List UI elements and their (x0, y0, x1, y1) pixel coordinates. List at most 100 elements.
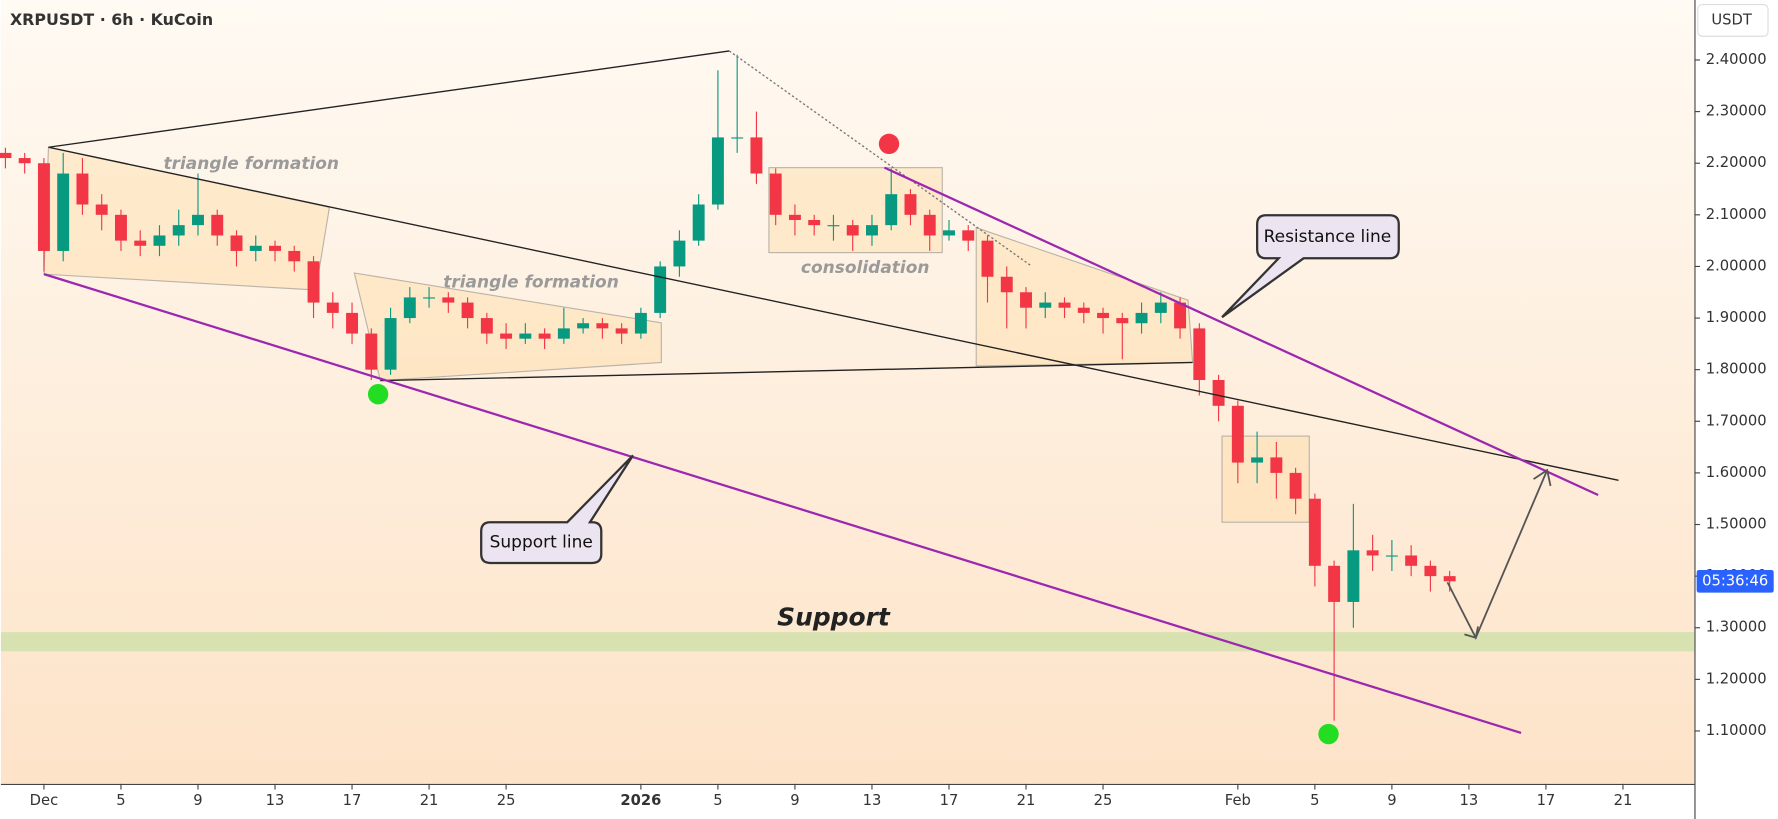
candle-body (1039, 302, 1052, 308)
candle-body (1251, 457, 1264, 463)
candle-body (519, 333, 532, 339)
x-tick-label: Feb (1225, 792, 1251, 809)
y-tick-label: 2.40000 (1706, 51, 1767, 68)
time-axis-background (0, 783, 1695, 819)
candle-body (1385, 555, 1398, 557)
plot-background (0, 0, 1695, 784)
candle-body (1366, 550, 1379, 556)
candles (0, 54, 1456, 721)
candle-body (307, 261, 320, 303)
y-tick-label: 1.10000 (1706, 722, 1767, 739)
candle-body (114, 214, 127, 241)
candle-body (827, 225, 840, 227)
candle-body (788, 214, 801, 220)
candle-body (57, 173, 70, 251)
x-tick-label: 21 (420, 792, 439, 809)
x-tick-label: 17 (343, 792, 362, 809)
x-tick-label: 21 (1017, 792, 1036, 809)
candle-body (596, 323, 609, 329)
pivot-high-dot (878, 133, 900, 155)
trend-line (48, 146, 1619, 481)
candle-body (134, 240, 147, 246)
candle-body (442, 297, 455, 303)
candle-body (1135, 312, 1148, 324)
candle-body (1308, 498, 1321, 566)
candle-body (37, 163, 50, 251)
candle-body (1154, 302, 1167, 313)
candle-body (384, 318, 397, 370)
y-tick-label: 2.10000 (1706, 206, 1767, 223)
y-tick-label: 1.30000 (1706, 619, 1767, 636)
candle-body (288, 250, 301, 262)
candle-body (1116, 318, 1129, 324)
candle-body (1289, 472, 1302, 499)
pivot-low-dot (367, 384, 389, 405)
currency-button[interactable] (1697, 3, 1769, 37)
candle-body (885, 194, 898, 226)
y-tick-label: 1.70000 (1706, 412, 1767, 429)
x-tick-label: 17 (1537, 792, 1556, 809)
candle-body (769, 173, 782, 215)
pivot-low-dot (1318, 723, 1339, 745)
candle-body (1000, 276, 1013, 293)
candle-body (1058, 302, 1071, 308)
arrow-head (1464, 626, 1479, 639)
candle-body (808, 219, 821, 226)
currency-label[interactable]: USDT (1711, 11, 1752, 28)
candle-body (962, 230, 975, 241)
candle-body (1424, 565, 1437, 577)
x-tick-label: 25 (1094, 792, 1113, 809)
candle-body (423, 297, 436, 299)
callout (1221, 214, 1400, 319)
candle-body (981, 240, 994, 277)
candle-body (249, 245, 262, 251)
callout (480, 454, 634, 565)
candle-body (577, 323, 590, 329)
price-axis-background (1694, 0, 1778, 819)
zone-label: Support (777, 602, 891, 631)
y-tick-label: 1.50000 (1706, 516, 1767, 533)
y-tick-label: 1.20000 (1706, 670, 1767, 687)
trend-line (380, 361, 1193, 382)
countdown-badge (1696, 569, 1774, 593)
candle-body (18, 158, 31, 164)
candle-body (904, 194, 917, 215)
y-tick-label: 1.90000 (1706, 309, 1767, 326)
arrow-head (1533, 468, 1552, 487)
callout-label: Support line (490, 533, 593, 553)
x-tick-label: 13 (266, 792, 285, 809)
x-tick-label: 2026 (620, 792, 661, 809)
annotation: triangle formation (163, 154, 339, 174)
candle-body (673, 240, 686, 267)
candle-body (538, 333, 551, 339)
candle-body (500, 333, 513, 339)
candle-body (1077, 307, 1090, 313)
x-tick-label: 9 (790, 792, 799, 809)
x-tick-label: Dec (30, 792, 58, 809)
resistance-line (883, 166, 1599, 497)
candle-body (95, 204, 108, 215)
trend-line (728, 50, 1033, 267)
candle-body (1443, 576, 1456, 582)
candle-body (346, 312, 359, 334)
x-tick-label: 13 (863, 792, 882, 809)
candle-body (153, 235, 166, 246)
candle-body (1193, 328, 1206, 380)
candle-body (480, 318, 493, 334)
candle-body (557, 328, 570, 339)
candle-body (943, 230, 955, 236)
x-tick-label: 17 (940, 792, 959, 809)
candle-body (1231, 405, 1244, 463)
x-tick-label: 9 (1387, 792, 1396, 809)
candle-body (211, 214, 224, 236)
y-tick-label: 2.30000 (1706, 103, 1767, 120)
candle-body (654, 266, 667, 313)
candle-body (461, 302, 474, 319)
x-tick-label: 9 (193, 792, 202, 809)
candle-body (865, 225, 878, 236)
trend-line (48, 50, 730, 148)
callout-label: Resistance line (1264, 227, 1392, 247)
x-tick-label: 25 (497, 792, 516, 809)
support-zone (0, 632, 1695, 652)
